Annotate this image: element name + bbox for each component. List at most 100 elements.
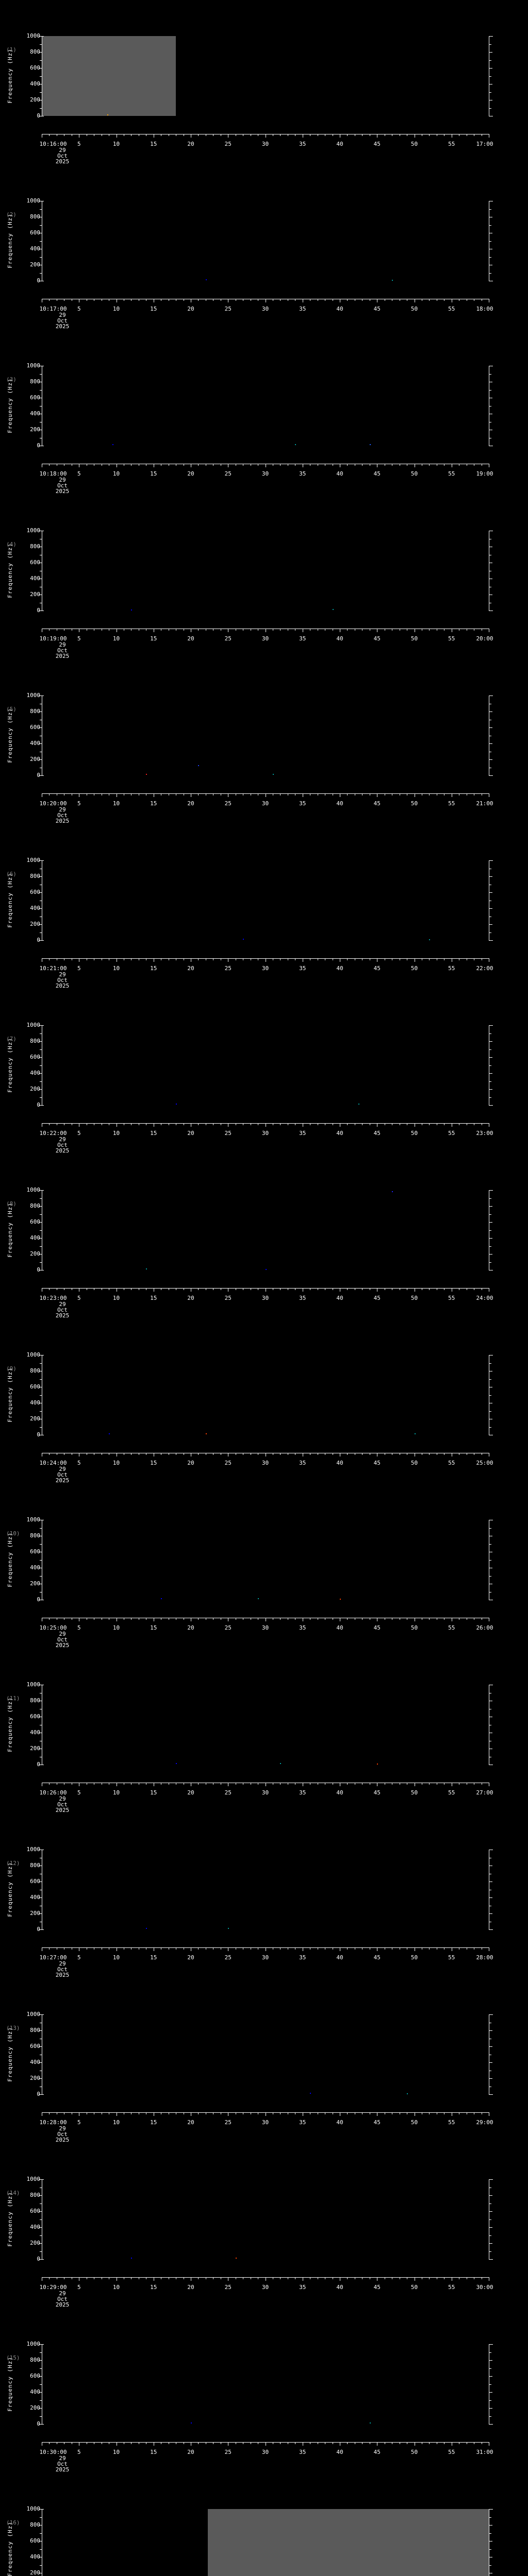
y-axis-tick-label: 800 <box>30 1532 40 1539</box>
panel-number: (1) <box>6 46 16 53</box>
x-axis <box>42 2442 489 2446</box>
y-axis-tick <box>39 1105 42 1106</box>
x-axis-tick-label: 30 <box>261 965 269 972</box>
y-axis-tick-right <box>489 2243 492 2244</box>
x-axis-minor-tick <box>49 464 50 466</box>
y-axis-tick-label: 1000 <box>26 1516 41 1523</box>
x-axis-date-label: 29 Oct 2025 <box>56 1961 70 1978</box>
x-axis-end-label: 21:00 <box>476 800 493 807</box>
y-axis-minor-tick-right <box>489 60 491 61</box>
plot-area <box>42 1850 489 1929</box>
x-axis-tick-label: 30 <box>261 1954 269 1961</box>
y-axis-tick-label: 600 <box>30 64 40 71</box>
y-axis-tick <box>39 2525 42 2526</box>
y-axis-tick-right <box>489 2062 492 2063</box>
y-axis-tick <box>39 1913 42 1914</box>
y-axis-tick-label: 800 <box>30 2357 40 2363</box>
y-axis-tick-right <box>489 1913 492 1914</box>
y-axis-tick-label: 200 <box>30 1745 40 1752</box>
x-axis-tick-label: 50 <box>410 470 418 477</box>
y-axis-tick-right <box>489 908 492 909</box>
y-axis-tick-label: 0 <box>37 2256 40 2262</box>
y-axis-minor-tick <box>40 1246 42 1247</box>
x-axis-tick-label: 30 <box>261 141 269 147</box>
y-axis-minor-tick-right <box>489 1081 491 1082</box>
x-axis-tick-label: 35 <box>299 800 306 807</box>
panel-number: (6) <box>6 871 16 877</box>
x-axis-tick-label: 40 <box>336 800 343 807</box>
y-axis-tick-label: 0 <box>37 607 40 614</box>
x-axis-tick-label: 35 <box>299 1954 306 1961</box>
y-axis-tick-label: 1000 <box>26 857 41 863</box>
x-axis-tick-label: 50 <box>410 1624 418 1631</box>
y-axis-tick-label: 800 <box>30 1367 40 1374</box>
y-axis-tick-right <box>489 2179 492 2180</box>
y-axis-minor-tick-right <box>489 1198 491 1199</box>
x-axis-minor-tick <box>429 1288 430 1290</box>
y-axis-minor-tick-right <box>489 241 491 242</box>
detection-marker <box>429 939 431 940</box>
y-axis-minor-tick <box>40 1049 42 1050</box>
x-axis-minor-tick <box>347 1783 348 1785</box>
panel-number: (5) <box>6 706 16 713</box>
y-axis-tick-label: 1000 <box>26 2505 41 2512</box>
y-axis-tick-label: 800 <box>30 378 40 385</box>
x-axis-tick-label: 10 <box>112 470 120 477</box>
x-axis-tick-label: 15 <box>150 306 157 312</box>
x-axis-tick-label: 45 <box>373 1460 381 1466</box>
y-axis-tick-right <box>489 2030 492 2031</box>
y-axis-minor-tick <box>40 1528 42 1529</box>
x-axis-tick-label: 10 <box>112 2119 120 2126</box>
y-axis-tick-right <box>489 2360 492 2361</box>
y-axis-tick <box>39 2509 42 2510</box>
y-axis-minor-tick <box>40 1395 42 1396</box>
y-axis-tick <box>39 2062 42 2063</box>
y-axis-minor-tick <box>40 1065 42 1066</box>
x-axis-tick-label: 20 <box>187 2119 194 2126</box>
y-axis-tick-right <box>489 2014 492 2015</box>
y-axis-tick-label: 400 <box>30 575 40 582</box>
y-axis-minor-tick-right <box>489 389 491 391</box>
x-axis-date-line: 2025 <box>55 1642 70 1649</box>
y-axis-tick <box>39 2259 42 2260</box>
x-axis-tick-label: 20 <box>187 1789 194 1796</box>
detection-marker <box>358 1104 360 1105</box>
x-axis-tick-label: 25 <box>224 141 232 147</box>
x-axis-tick-label: 40 <box>336 635 343 642</box>
x-axis-date-line: Oct <box>57 1142 68 1148</box>
y-axis-minor-tick <box>40 389 42 391</box>
y-axis-tick-label: 1000 <box>26 32 41 39</box>
x-axis-date-label: 29 Oct 2025 <box>56 147 70 164</box>
y-axis-tick-label: 400 <box>30 410 40 417</box>
spectrogram-panel: 0 200 400 600 800 1000 Frequency (Hz) (3) 5 10 15 2… <box>0 327 528 494</box>
x-axis-end-label: 24:00 <box>476 1295 493 1301</box>
x-axis-date-line: Oct <box>57 482 68 489</box>
x-axis-tick-label: 10 <box>112 635 120 642</box>
x-axis-minor-tick <box>347 958 348 960</box>
x-axis-date-line: 2025 <box>55 1147 70 1154</box>
x-axis-tick-label: 15 <box>150 1624 157 1631</box>
x-axis-minor-tick <box>49 1453 50 1455</box>
x-axis-tick-label: 30 <box>261 1295 269 1301</box>
y-axis-minor-tick-right <box>489 1544 491 1545</box>
y-axis-tick-right <box>489 2376 492 2377</box>
y-axis-tick <box>39 2227 42 2228</box>
y-axis-tick-label: 1000 <box>26 362 41 369</box>
panel-number: (10) <box>6 1530 20 1537</box>
x-axis-tick-label: 45 <box>373 1295 381 1301</box>
y-axis-minor-tick <box>40 2400 42 2401</box>
y-axis-title-text: Frequency (Hz) <box>6 1038 13 1093</box>
x-axis-tick-label: 10 <box>112 800 120 807</box>
x-axis-minor-tick <box>347 464 348 466</box>
y-axis-tick-label: 400 <box>30 2059 40 2065</box>
y-axis-tick <box>39 940 42 941</box>
x-axis-date-line: 2025 <box>55 1312 70 1319</box>
y-axis-title-text: Frequency (Hz) <box>6 1862 13 1917</box>
x-axis-date-label: 29 Oct 2025 <box>56 1796 70 1813</box>
y-axis-tick-label: 800 <box>30 2027 40 2033</box>
x-axis-date-label: 29 Oct 2025 <box>56 1301 70 1318</box>
x-axis-minor-tick <box>198 958 199 960</box>
x-axis-minor-tick <box>198 1618 199 1620</box>
y-axis-tick <box>39 775 42 776</box>
x-axis-start-label: 10:22:00 <box>39 1130 67 1137</box>
